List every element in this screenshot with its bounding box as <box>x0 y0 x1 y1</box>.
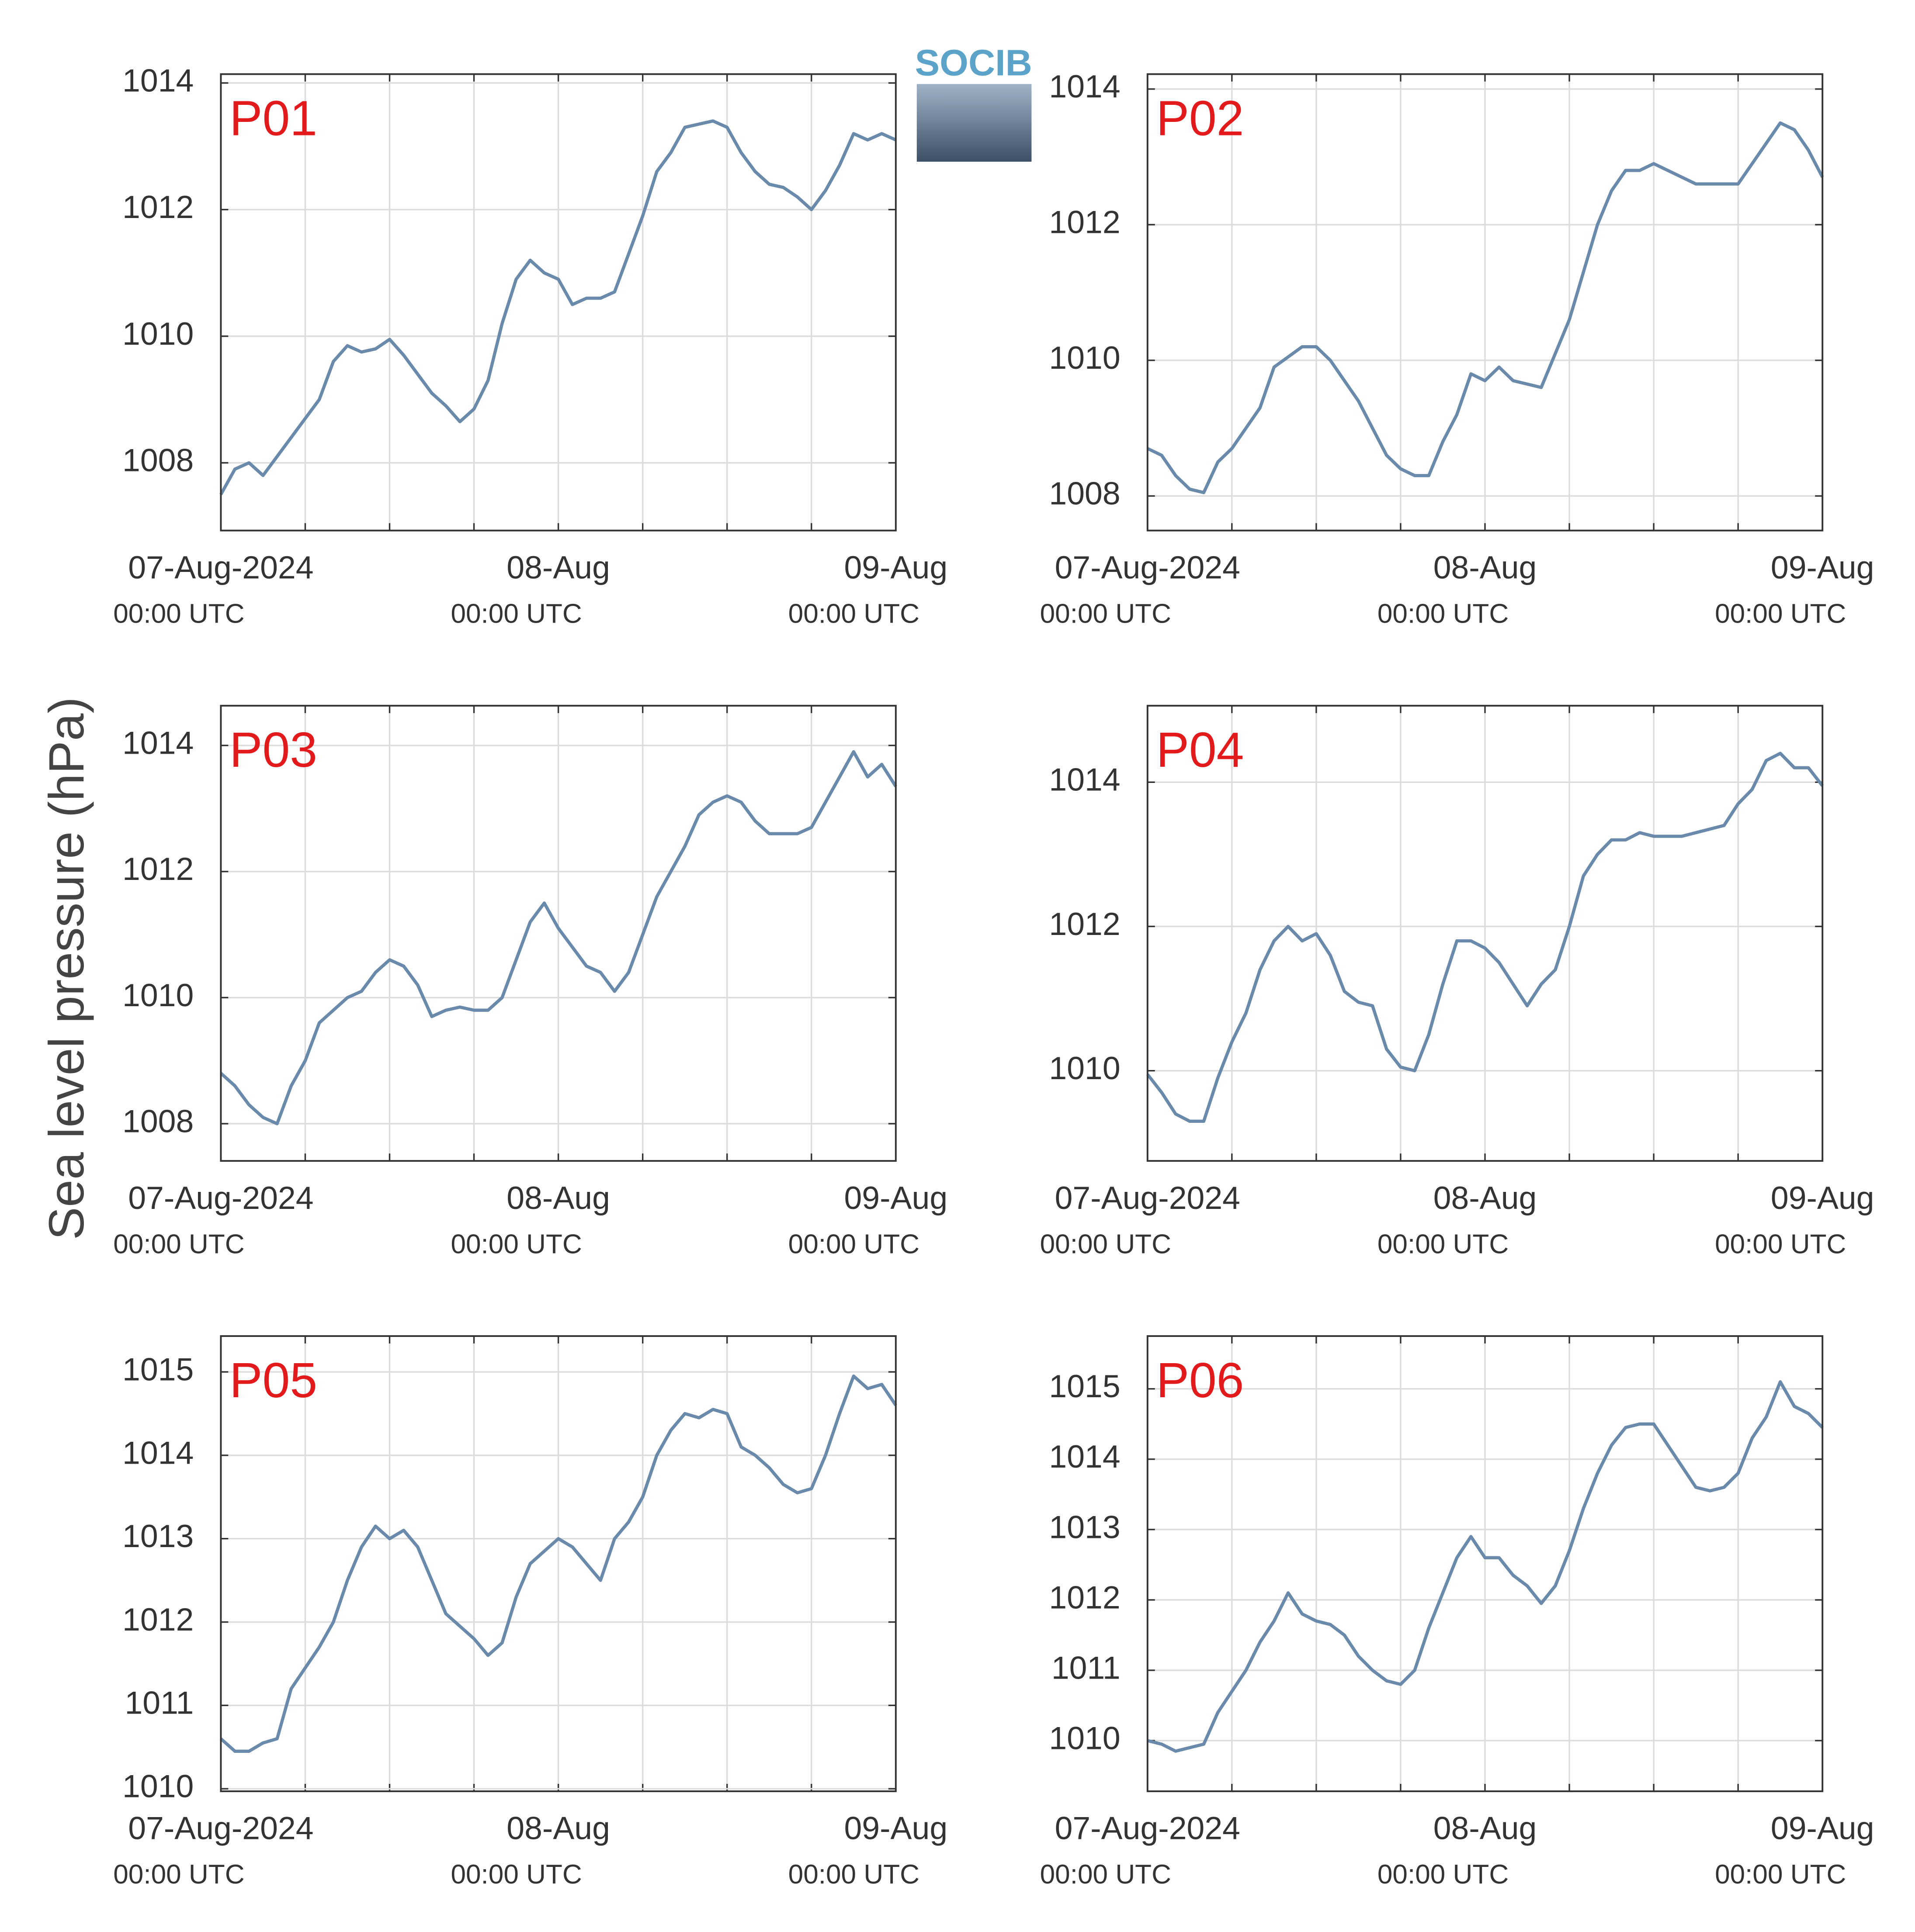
y-tick-label: 1013 <box>122 1518 194 1554</box>
panel: 07-Aug-2024 00:00 UTC 08-Aug 00:00 UTC 09-Au… <box>113 705 947 1259</box>
panel-title: P04 <box>1156 722 1244 777</box>
panel-title: P06 <box>1156 1353 1244 1408</box>
panel: 07-Aug-2024 00:00 UTC 08-Aug 00:00 UTC 09-Au… <box>1040 69 1874 629</box>
x-tick-label: 07-Aug-2024 <box>128 550 313 585</box>
plot-frame <box>220 73 897 532</box>
y-tick-label: 1012 <box>1049 906 1120 942</box>
x-tick-label: 08-Aug <box>1433 1811 1537 1846</box>
y-tick-label: 1015 <box>1049 1368 1120 1404</box>
x-tick-sublabel: 00:00 UTC <box>451 1229 582 1259</box>
x-tick-label: 08-Aug <box>1433 550 1537 585</box>
plot-frame <box>220 705 897 1162</box>
y-tick-label: 1012 <box>122 189 194 225</box>
panel-title: P02 <box>1156 91 1244 146</box>
x-tick-label: 09-Aug <box>844 1811 947 1846</box>
x-tick-sublabel: 00:00 UTC <box>1040 1229 1171 1259</box>
x-tick-sublabel: 00:00 UTC <box>451 1859 582 1890</box>
y-tick-label: 1010 <box>1049 340 1120 376</box>
y-tick-label: 1008 <box>122 443 194 478</box>
plot-frame <box>220 1335 897 1792</box>
y-tick-label: 1008 <box>1049 476 1120 512</box>
y-tick-label: 1012 <box>122 851 194 887</box>
y-tick-label: 1012 <box>1049 1579 1120 1615</box>
y-tick-label: 1010 <box>122 1769 194 1804</box>
y-tick-label: 1010 <box>1049 1050 1120 1086</box>
x-tick-sublabel: 00:00 UTC <box>1715 599 1846 629</box>
y-tick-label: 1008 <box>122 1103 194 1139</box>
y-axis-label: Sea level pressure (hPa) <box>39 697 94 1240</box>
x-tick-sublabel: 00:00 UTC <box>113 1229 244 1259</box>
logo-text: SOCIB <box>915 42 1032 83</box>
x-tick-sublabel: 00:00 UTC <box>1377 599 1509 629</box>
y-tick-label: 1014 <box>122 725 194 761</box>
x-tick-sublabel: 00:00 UTC <box>1040 599 1171 629</box>
x-tick-label: 09-Aug <box>1771 550 1874 585</box>
x-tick-label: 08-Aug <box>507 1180 610 1216</box>
panel: 07-Aug-2024 00:00 UTC 08-Aug 00:00 UTC 09-Au… <box>1040 705 1874 1259</box>
logo: SOCIB <box>915 42 1032 162</box>
y-tick-label: 1014 <box>122 62 194 98</box>
logo-box <box>916 84 1032 162</box>
x-tick-sublabel: 00:00 UTC <box>788 1859 919 1890</box>
x-tick-label: 09-Aug <box>844 550 947 585</box>
panel: 07-Aug-2024 00:00 UTC 08-Aug 00:00 UTC 09-Au… <box>1040 1335 1874 1890</box>
x-tick-sublabel: 00:00 UTC <box>113 1859 244 1890</box>
x-tick-sublabel: 00:00 UTC <box>1715 1859 1846 1890</box>
y-tick-label: 1011 <box>1051 1650 1121 1686</box>
y-tick-label: 1010 <box>1049 1720 1120 1756</box>
x-tick-sublabel: 00:00 UTC <box>1715 1229 1846 1259</box>
y-tick-label: 1011 <box>125 1685 194 1721</box>
plot-frame <box>1146 73 1824 532</box>
plot-frame <box>1146 705 1824 1162</box>
x-tick-sublabel: 00:00 UTC <box>788 599 919 629</box>
x-tick-sublabel: 00:00 UTC <box>1377 1859 1509 1890</box>
x-tick-label: 07-Aug-2024 <box>1055 550 1240 585</box>
panel-title: P01 <box>229 91 317 146</box>
y-tick-label: 1012 <box>122 1602 194 1638</box>
x-tick-label: 07-Aug-2024 <box>128 1811 313 1846</box>
y-tick-label: 1014 <box>1049 1439 1120 1475</box>
panel-title: P03 <box>229 722 317 777</box>
y-tick-label: 1014 <box>122 1435 194 1471</box>
y-tick-label: 1014 <box>1049 762 1120 798</box>
data-line <box>1147 121 1824 495</box>
x-tick-sublabel: 00:00 UTC <box>788 1229 919 1259</box>
data-line <box>219 119 897 495</box>
panel-title: P05 <box>229 1353 317 1408</box>
x-tick-label: 08-Aug <box>507 550 610 585</box>
x-tick-label: 07-Aug-2024 <box>1055 1180 1240 1216</box>
x-tick-sublabel: 00:00 UTC <box>1377 1229 1509 1259</box>
y-tick-label: 1012 <box>1049 204 1120 240</box>
y-tick-label: 1010 <box>122 977 194 1013</box>
plot-frame <box>1146 1335 1824 1792</box>
y-tick-label: 1010 <box>122 316 194 352</box>
data-line <box>1147 1380 1824 1753</box>
x-tick-label: 07-Aug-2024 <box>128 1180 313 1216</box>
x-tick-sublabel: 00:00 UTC <box>1040 1859 1171 1890</box>
y-tick-label: 1015 <box>122 1351 194 1387</box>
data-line <box>219 1374 897 1753</box>
panel: 07-Aug-2024 00:00 UTC 08-Aug 00:00 UTC 09-Au… <box>113 62 947 629</box>
y-tick-label: 1013 <box>1049 1509 1120 1545</box>
data-line <box>219 750 897 1125</box>
x-tick-label: 08-Aug <box>1433 1180 1537 1216</box>
y-tick-label: 1014 <box>1049 69 1120 104</box>
data-line <box>1146 751 1824 1123</box>
panel: 07-Aug-2024 00:00 UTC 08-Aug 00:00 UTC 09-Au… <box>113 1335 947 1890</box>
x-tick-label: 09-Aug <box>1771 1180 1874 1216</box>
x-tick-label: 09-Aug <box>1771 1811 1874 1846</box>
x-tick-label: 07-Aug-2024 <box>1055 1811 1240 1846</box>
x-tick-sublabel: 00:00 UTC <box>451 599 582 629</box>
x-tick-label: 09-Aug <box>844 1180 947 1216</box>
x-tick-label: 08-Aug <box>507 1811 610 1846</box>
x-tick-sublabel: 00:00 UTC <box>113 599 244 629</box>
